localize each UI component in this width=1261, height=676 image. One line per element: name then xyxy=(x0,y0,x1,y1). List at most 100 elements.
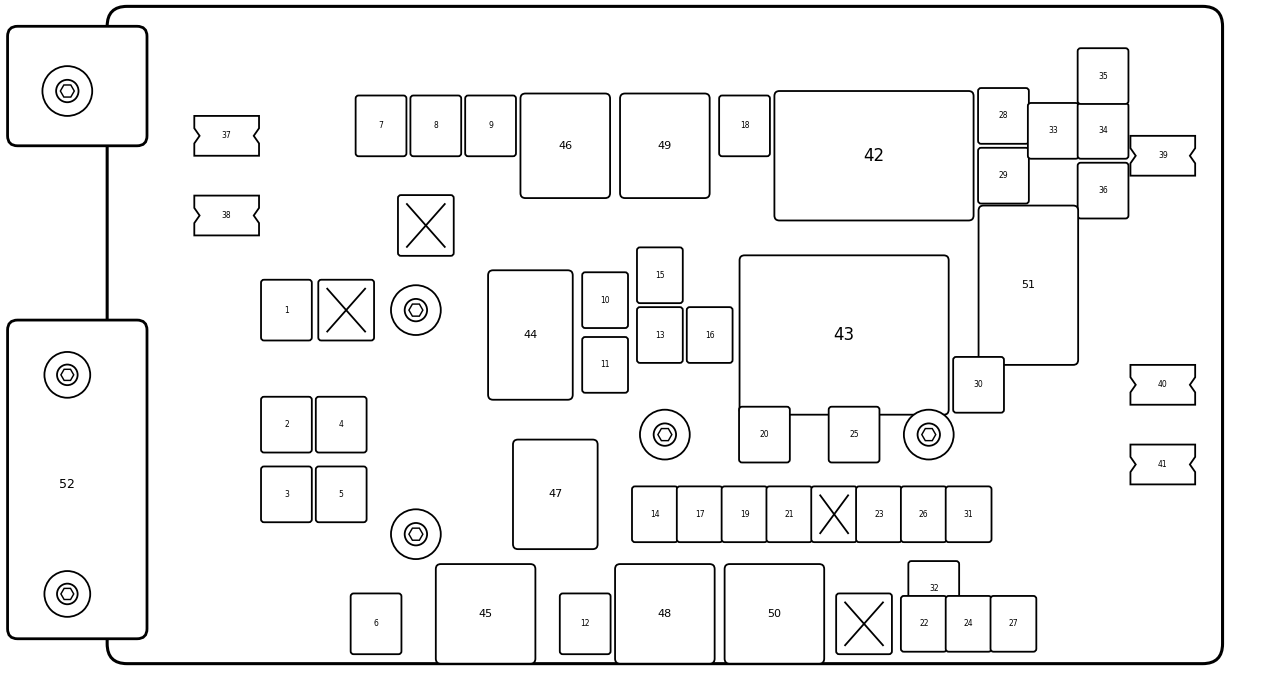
Text: 43: 43 xyxy=(834,326,855,344)
FancyBboxPatch shape xyxy=(908,561,960,617)
FancyBboxPatch shape xyxy=(979,88,1029,144)
FancyBboxPatch shape xyxy=(836,594,892,654)
Circle shape xyxy=(653,423,676,445)
FancyBboxPatch shape xyxy=(410,95,462,156)
Circle shape xyxy=(391,285,441,335)
Text: 8: 8 xyxy=(434,122,438,130)
Text: 7: 7 xyxy=(378,122,383,130)
Circle shape xyxy=(391,509,441,559)
Text: 5: 5 xyxy=(339,490,344,499)
Text: 38: 38 xyxy=(222,211,232,220)
Text: 28: 28 xyxy=(999,112,1009,120)
Text: 25: 25 xyxy=(849,430,859,439)
FancyBboxPatch shape xyxy=(436,564,536,664)
Text: 17: 17 xyxy=(695,510,705,518)
Text: 24: 24 xyxy=(963,619,973,628)
Text: 39: 39 xyxy=(1158,151,1168,160)
FancyBboxPatch shape xyxy=(637,247,682,303)
FancyBboxPatch shape xyxy=(8,26,148,146)
Circle shape xyxy=(641,410,690,460)
Text: 27: 27 xyxy=(1009,619,1018,628)
Text: 13: 13 xyxy=(654,331,665,339)
Text: 20: 20 xyxy=(759,430,769,439)
Text: 44: 44 xyxy=(523,330,537,340)
Text: 21: 21 xyxy=(784,510,794,518)
FancyBboxPatch shape xyxy=(725,564,825,664)
FancyBboxPatch shape xyxy=(107,6,1223,664)
FancyBboxPatch shape xyxy=(1078,48,1129,104)
Text: 34: 34 xyxy=(1098,126,1108,135)
FancyBboxPatch shape xyxy=(637,307,682,363)
FancyBboxPatch shape xyxy=(811,487,857,542)
FancyBboxPatch shape xyxy=(719,95,770,156)
FancyBboxPatch shape xyxy=(1028,103,1078,159)
FancyBboxPatch shape xyxy=(739,407,789,462)
Circle shape xyxy=(44,352,91,397)
FancyBboxPatch shape xyxy=(632,487,678,542)
Circle shape xyxy=(405,299,427,321)
FancyBboxPatch shape xyxy=(261,397,311,452)
Text: 48: 48 xyxy=(658,609,672,619)
Circle shape xyxy=(904,410,953,460)
Circle shape xyxy=(57,583,78,604)
FancyBboxPatch shape xyxy=(953,357,1004,412)
Text: 9: 9 xyxy=(488,122,493,130)
Text: 15: 15 xyxy=(654,271,665,280)
Text: 29: 29 xyxy=(999,171,1009,180)
FancyBboxPatch shape xyxy=(513,439,598,549)
FancyBboxPatch shape xyxy=(261,280,311,341)
Text: 40: 40 xyxy=(1158,381,1168,389)
Text: 46: 46 xyxy=(559,141,572,151)
Polygon shape xyxy=(922,429,936,441)
Text: 50: 50 xyxy=(768,609,782,619)
Circle shape xyxy=(57,80,78,102)
FancyBboxPatch shape xyxy=(1078,163,1129,218)
Text: 47: 47 xyxy=(549,489,562,500)
FancyBboxPatch shape xyxy=(946,596,991,652)
FancyBboxPatch shape xyxy=(687,307,733,363)
Circle shape xyxy=(57,364,78,385)
FancyBboxPatch shape xyxy=(261,466,311,523)
Text: 14: 14 xyxy=(651,510,660,518)
Polygon shape xyxy=(194,195,259,235)
Text: 42: 42 xyxy=(864,147,884,165)
Text: 22: 22 xyxy=(919,619,928,628)
FancyBboxPatch shape xyxy=(677,487,723,542)
Text: 37: 37 xyxy=(222,131,232,141)
FancyBboxPatch shape xyxy=(979,206,1078,365)
FancyBboxPatch shape xyxy=(398,195,454,256)
Text: 31: 31 xyxy=(963,510,973,518)
Text: 16: 16 xyxy=(705,331,715,339)
FancyBboxPatch shape xyxy=(856,487,902,542)
Polygon shape xyxy=(194,116,259,155)
Polygon shape xyxy=(409,304,422,316)
FancyBboxPatch shape xyxy=(739,256,948,414)
Text: 32: 32 xyxy=(929,585,938,594)
FancyBboxPatch shape xyxy=(900,487,947,542)
Text: 3: 3 xyxy=(284,490,289,499)
FancyBboxPatch shape xyxy=(721,487,768,542)
FancyBboxPatch shape xyxy=(488,270,572,400)
Text: 41: 41 xyxy=(1158,460,1168,469)
FancyBboxPatch shape xyxy=(315,397,367,452)
Text: 51: 51 xyxy=(1021,281,1035,290)
Text: 36: 36 xyxy=(1098,186,1108,195)
FancyBboxPatch shape xyxy=(615,564,715,664)
Text: 6: 6 xyxy=(373,619,378,628)
FancyBboxPatch shape xyxy=(356,95,406,156)
Circle shape xyxy=(44,571,91,617)
FancyBboxPatch shape xyxy=(990,596,1037,652)
Polygon shape xyxy=(61,369,73,381)
Text: 18: 18 xyxy=(740,122,749,130)
FancyBboxPatch shape xyxy=(774,91,973,220)
Text: 1: 1 xyxy=(284,306,289,314)
Circle shape xyxy=(918,423,939,445)
Polygon shape xyxy=(61,588,73,600)
FancyBboxPatch shape xyxy=(767,487,812,542)
FancyBboxPatch shape xyxy=(560,594,610,654)
Text: 35: 35 xyxy=(1098,72,1108,80)
FancyBboxPatch shape xyxy=(583,272,628,328)
Text: 30: 30 xyxy=(973,381,984,389)
FancyBboxPatch shape xyxy=(521,93,610,198)
Circle shape xyxy=(43,66,92,116)
